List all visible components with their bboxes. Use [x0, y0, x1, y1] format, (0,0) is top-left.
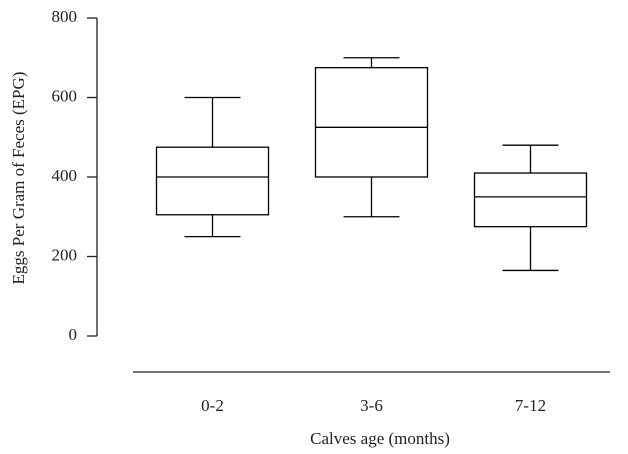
box [473, 172, 588, 228]
y-tick-label: 0 [69, 325, 78, 344]
box [314, 67, 429, 178]
y-tick-label: 400 [52, 166, 78, 185]
y-tick-label: 600 [52, 86, 78, 105]
y-tick-label: 800 [52, 7, 78, 26]
x-axis-title: Calves age (months) [310, 429, 450, 448]
y-axis-title: Eggs Per Gram of Feces (EPG) [9, 72, 28, 285]
x-tick-label: 0-2 [201, 396, 224, 415]
box [155, 146, 270, 216]
y-tick-label: 200 [52, 245, 78, 264]
x-tick-label: 7-12 [515, 396, 546, 415]
x-tick-label: 3-6 [360, 396, 383, 415]
